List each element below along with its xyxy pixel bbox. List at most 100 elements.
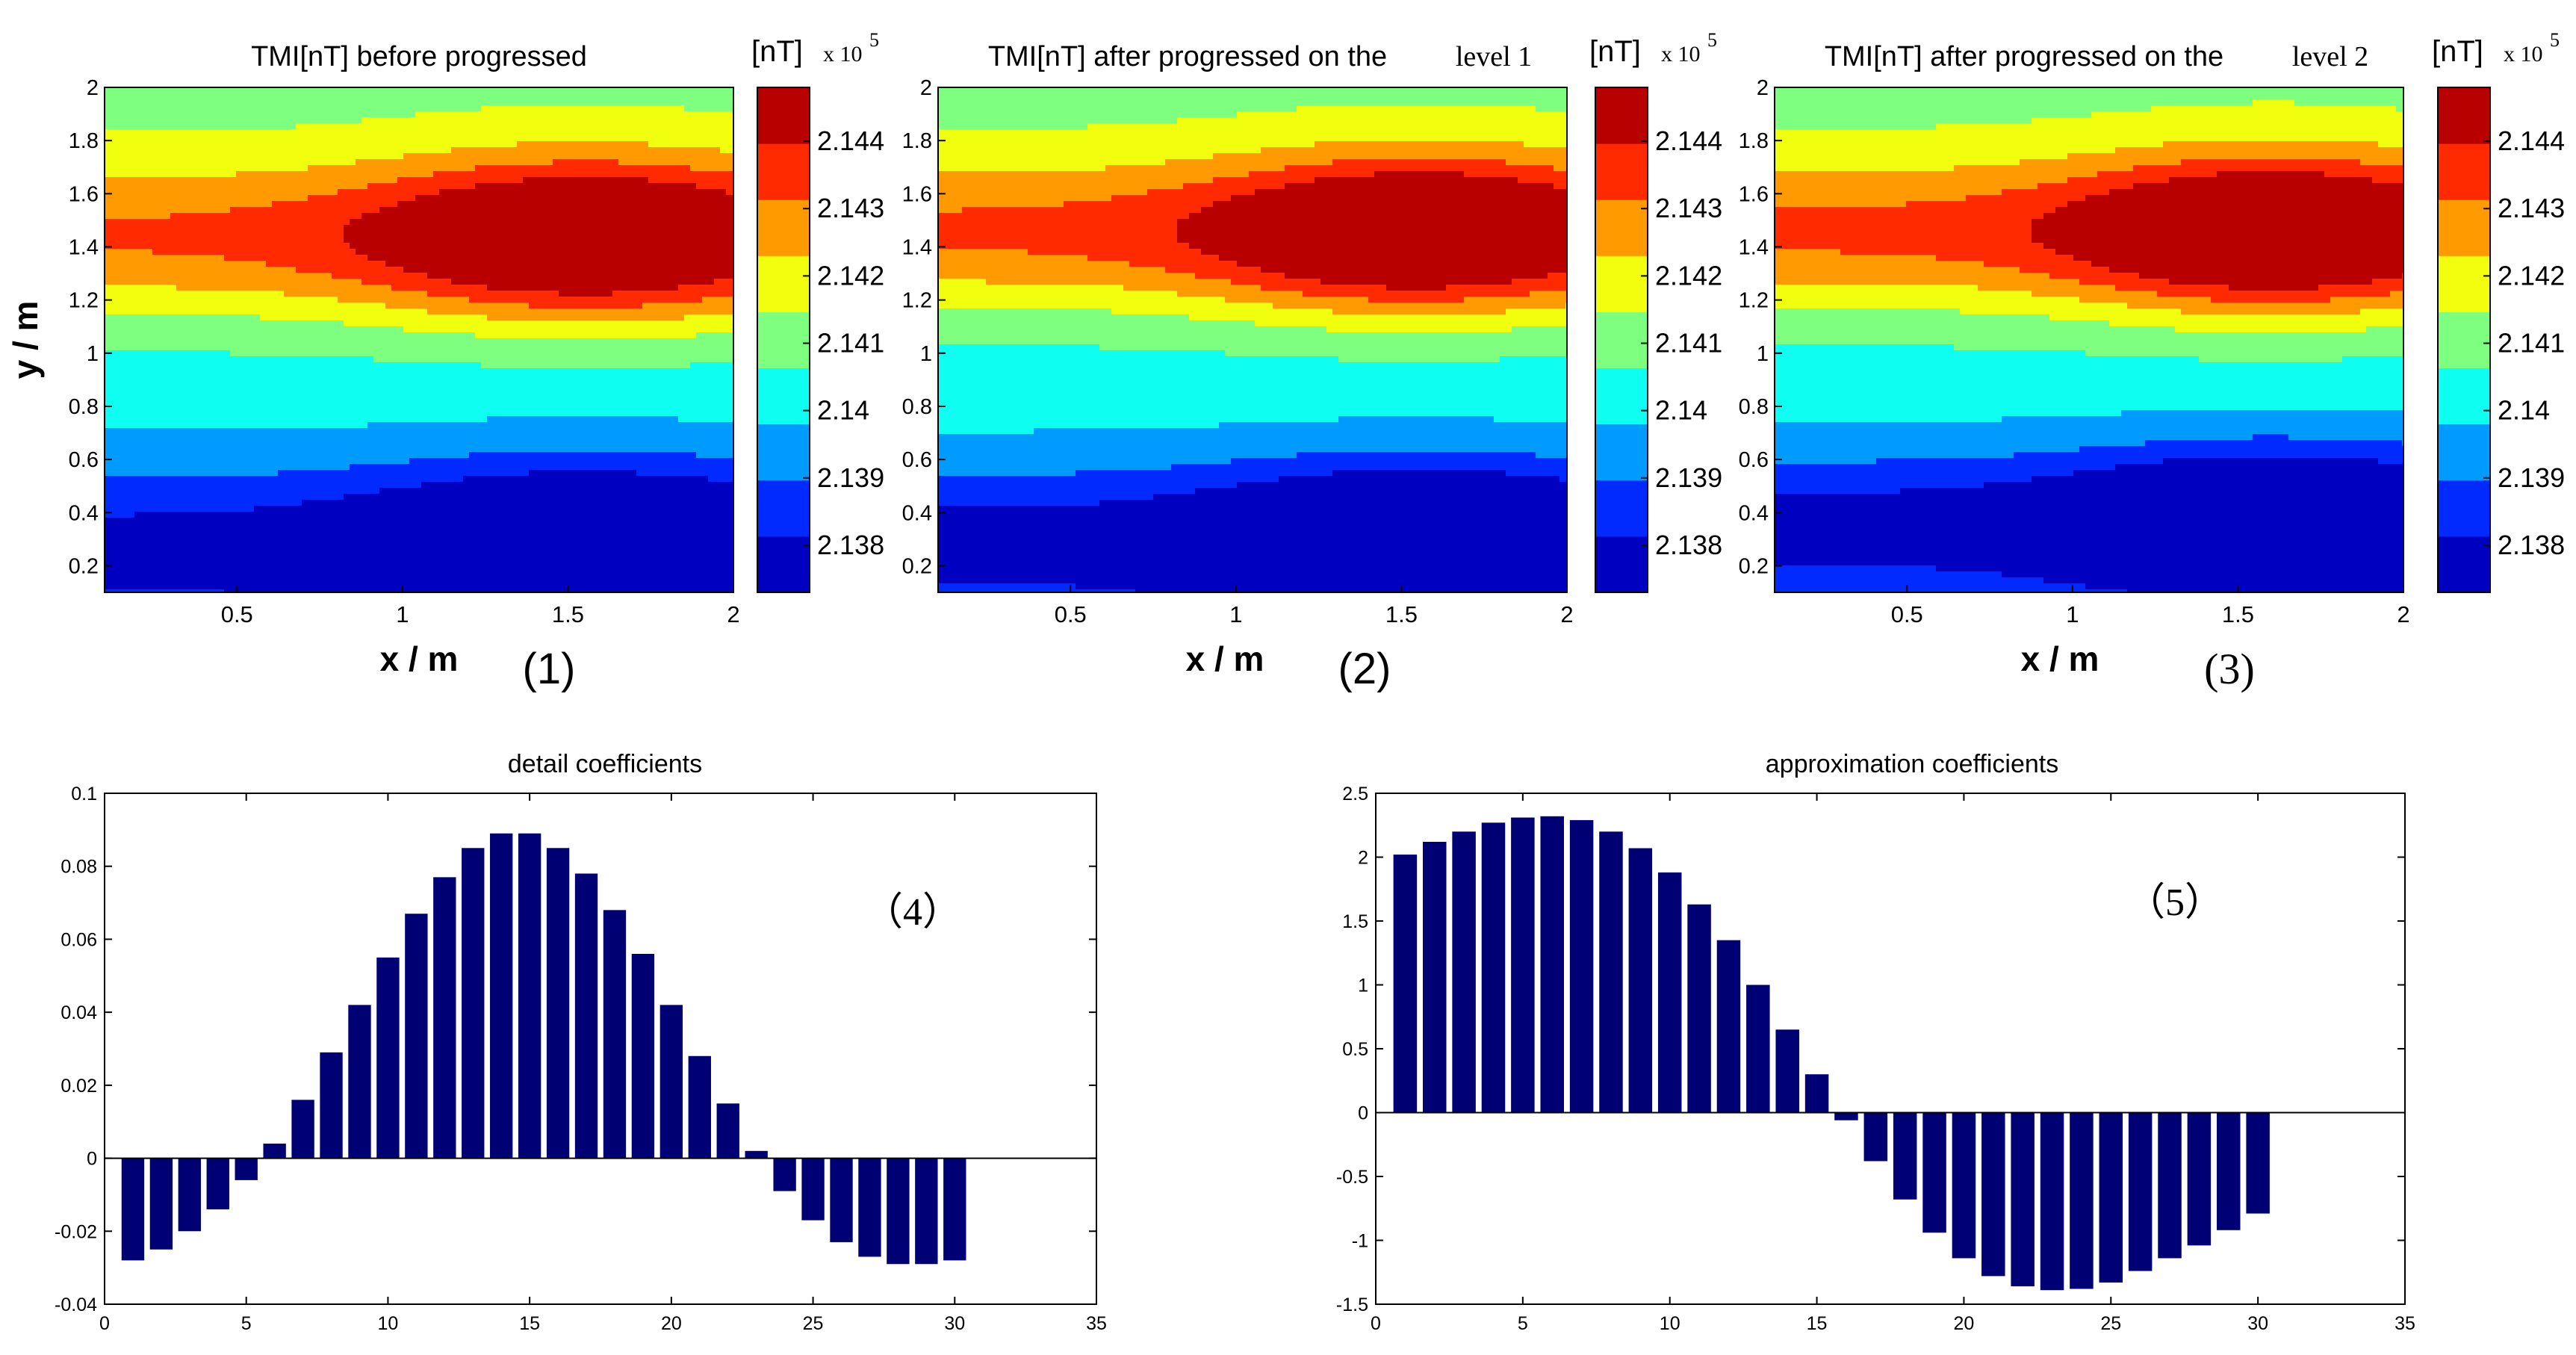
y-tick-label: 2 [1757,76,1769,100]
chart-title-level: level 2 [2292,41,2368,72]
x-tick-label: 2 [2397,601,2409,627]
bar [858,1158,881,1257]
y-tick-label: 0.1 [71,784,97,804]
colorbar: 2.138 2.139 2.14 2.141 2.142 2.143 2.144 [nT] x … [2432,29,2565,593]
colorbar-level [757,311,810,369]
colorbar-level [1595,143,1648,200]
panel-3: 0.5 1 1.5 2 0.2 0.4 0.6 0.8 1 1.2 1.4 1.6 1.8 2 TMI[nT… [1739,29,2565,693]
y-tick-label: 1.6 [902,182,932,206]
colorbar-tick-label: 2.143 [1655,193,1722,223]
bar [1481,822,1506,1113]
bar [1834,1112,1858,1120]
y-tick-label: 1.6 [1739,182,1769,206]
chart-title: detail coefficients [508,750,702,778]
plot-frame [937,87,1568,593]
bar [405,914,428,1159]
colorbar-tick-label: 2.14 [1655,395,1707,426]
colorbar-tick-label: 2.138 [1655,530,1722,560]
y-tick-label: 1.6 [69,182,99,206]
x-tick-label: 20 [1954,1313,1975,1334]
y-tick-label: 1 [920,342,932,366]
x-axis-label: x / m [380,639,459,678]
bar [773,1158,796,1191]
y-tick-label: 0.8 [902,395,932,419]
colorbar-level [757,480,810,537]
colorbar-level [1595,424,1648,481]
bar [121,1158,145,1261]
bar [887,1158,910,1265]
bar [1716,940,1741,1113]
y-tick-label: -0.02 [55,1221,97,1242]
bar [546,848,570,1159]
x-axis-label: x / m [1186,639,1264,678]
colorbar-exponent: 5 [1707,29,1717,51]
panel-1: 0.5 1 1.5 2 0.2 0.4 0.6 0.8 1 1.2 1.4 1.6 1.8 2 TMI[nT… [6,29,884,693]
colorbar-level [2438,199,2490,256]
panel-2: 0.5 1 1.5 2 0.2 0.4 0.6 0.8 1 1.2 1.4 1.6 1.8 2 TMI[nT… [902,29,1722,693]
bar [1952,1112,1976,1259]
bar [915,1158,938,1265]
y-tick-label: 0.4 [1739,501,1769,525]
bar [1393,855,1418,1113]
y-tick-label: 1.4 [69,235,99,259]
colorbar-multiplier: x 10 [823,42,863,66]
y-tick-label: -1 [1352,1231,1368,1252]
y-tick-label: 1 [1757,342,1769,366]
bar [2158,1112,2182,1259]
y-tick-label: 1.2 [69,289,99,313]
y-tick-label: 1 [1358,976,1368,996]
panel-5: 0 5 10 15 20 25 30 35 -1.5 -1 -0.5 0 0.5 1 1.5 2 2.5 appr… [1336,750,2415,1334]
colorbar-level [2438,424,2490,481]
y-tick-label: 2 [920,76,932,100]
x-tick-label: 15 [519,1313,540,1334]
y-tick-label: 2.5 [1342,784,1368,804]
bar [1981,1112,2005,1277]
bar [631,953,655,1159]
x-tick-label: 1.5 [552,601,584,627]
colorbar-level [2438,87,2490,144]
colorbar-tick-label: 2.143 [817,193,884,223]
bar [1452,831,1476,1113]
x-tick-label: 0 [1371,1313,1381,1334]
bar [1599,831,1623,1113]
y-tick-label: 0.2 [902,554,932,578]
y-tick-label: 1.8 [1739,129,1769,153]
y-tick-label: 1.2 [902,289,932,313]
bar [603,910,627,1159]
bar [2246,1112,2270,1214]
bar [1569,819,1594,1113]
x-tick-label: 0.5 [1055,601,1087,627]
bar [320,1052,343,1159]
y-tick-label: 0.08 [60,857,97,878]
colorbar-tick-label: 2.143 [2498,193,2565,223]
colorbar-level [1595,368,1648,425]
chart-title: TMI[nT] after progressed on the [988,41,1387,72]
chart-title: TMI[nT] before progressed [251,41,587,72]
colorbar-level [2438,311,2490,369]
x-tick-label: 30 [944,1313,965,1334]
bar [1422,841,1447,1113]
y-tick-label: 0.2 [69,554,99,578]
x-tick-label: 2 [1560,601,1573,627]
colorbar-label: [nT] [1589,35,1641,68]
colorbar-level [2438,368,2490,425]
bar [433,877,456,1159]
y-tick-label: 0.06 [60,929,97,950]
bar [291,1100,314,1159]
y-tick-label: 0.6 [69,448,99,472]
colorbar-tick-label: 2.139 [817,462,884,493]
colorbar-exponent: 5 [2550,29,2560,51]
plot-frame [104,87,734,593]
chart-title: TMI[nT] after progressed on the [1825,41,2223,72]
colorbar-tick-label: 2.142 [2498,260,2565,291]
x-tick-label: 1 [2066,601,2079,627]
x-axis-label: x / m [2021,639,2099,678]
bar [263,1144,286,1159]
bar [1657,872,1682,1113]
bar [348,1005,371,1159]
bar [518,833,541,1159]
colorbar-exponent: 5 [869,29,879,51]
bar [2217,1112,2241,1230]
bar [830,1158,853,1242]
bar [1540,816,1564,1113]
